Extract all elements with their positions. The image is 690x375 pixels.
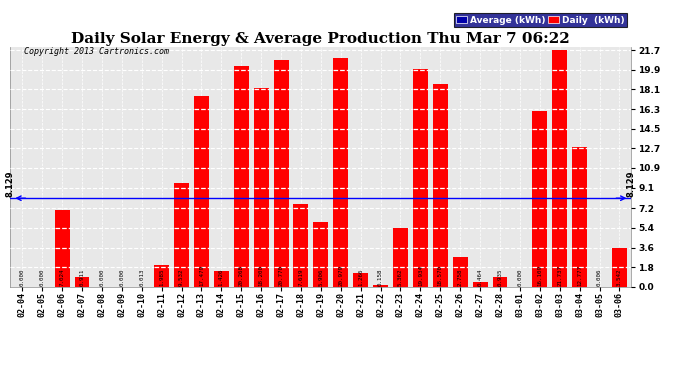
Text: 17.479: 17.479 <box>199 266 204 286</box>
Bar <box>612 248 627 287</box>
Text: 18.570: 18.570 <box>437 266 443 286</box>
Text: 9.532: 9.532 <box>179 269 184 286</box>
Title: Daily Solar Energy & Average Production Thu Mar 7 06:22: Daily Solar Energy & Average Production … <box>72 32 570 46</box>
Bar <box>154 265 169 287</box>
Text: 0.006: 0.006 <box>597 269 602 286</box>
Text: 20.979: 20.979 <box>338 266 343 286</box>
Text: 20.770: 20.770 <box>279 266 284 286</box>
Bar <box>75 277 90 287</box>
Bar <box>552 50 567 287</box>
Bar <box>393 228 408 287</box>
Bar <box>313 222 328 287</box>
Bar <box>433 84 448 287</box>
Bar <box>214 272 229 287</box>
Text: 7.024: 7.024 <box>59 269 65 286</box>
Bar <box>293 204 308 287</box>
Text: 19.934: 19.934 <box>418 266 423 286</box>
Text: 0.000: 0.000 <box>20 269 25 286</box>
Text: 16.109: 16.109 <box>538 266 542 286</box>
Text: 3.542: 3.542 <box>617 269 622 286</box>
Bar <box>254 88 268 287</box>
Text: Copyright 2013 Cartronics.com: Copyright 2013 Cartronics.com <box>24 47 169 56</box>
Bar <box>234 66 248 287</box>
Text: 1.266: 1.266 <box>358 269 363 286</box>
Bar <box>453 257 468 287</box>
Text: 12.777: 12.777 <box>577 266 582 286</box>
Bar <box>353 273 368 287</box>
Text: 5.906: 5.906 <box>318 269 324 286</box>
Text: 0.000: 0.000 <box>40 269 45 286</box>
Bar <box>273 60 288 287</box>
Text: 0.013: 0.013 <box>139 269 144 286</box>
Text: 21.737: 21.737 <box>558 266 562 286</box>
Text: 18.200: 18.200 <box>259 266 264 286</box>
Bar <box>194 96 209 287</box>
Text: 8.129: 8.129 <box>627 170 636 196</box>
Text: 0.911: 0.911 <box>79 269 84 286</box>
Text: 8.129: 8.129 <box>6 170 15 196</box>
Text: 0.464: 0.464 <box>477 269 482 286</box>
Text: 20.268: 20.268 <box>239 266 244 286</box>
Text: 0.000: 0.000 <box>119 269 124 286</box>
Bar <box>493 277 507 287</box>
Text: 7.619: 7.619 <box>299 269 304 286</box>
Text: 0.158: 0.158 <box>378 269 383 286</box>
Text: 0.000: 0.000 <box>99 269 104 286</box>
Text: 0.935: 0.935 <box>497 269 502 286</box>
Legend: Average (kWh), Daily  (kWh): Average (kWh), Daily (kWh) <box>453 13 627 27</box>
Text: 2.758: 2.758 <box>457 269 463 286</box>
Bar <box>572 147 587 287</box>
Text: 1.426: 1.426 <box>219 269 224 286</box>
Text: 5.362: 5.362 <box>398 269 403 286</box>
Text: 1.985: 1.985 <box>159 269 164 286</box>
Bar <box>373 285 388 287</box>
Bar <box>333 58 348 287</box>
Bar <box>413 69 428 287</box>
Text: 0.000: 0.000 <box>518 269 522 286</box>
Bar <box>174 183 189 287</box>
Bar <box>473 282 488 287</box>
Bar <box>55 210 70 287</box>
Bar <box>532 111 547 287</box>
